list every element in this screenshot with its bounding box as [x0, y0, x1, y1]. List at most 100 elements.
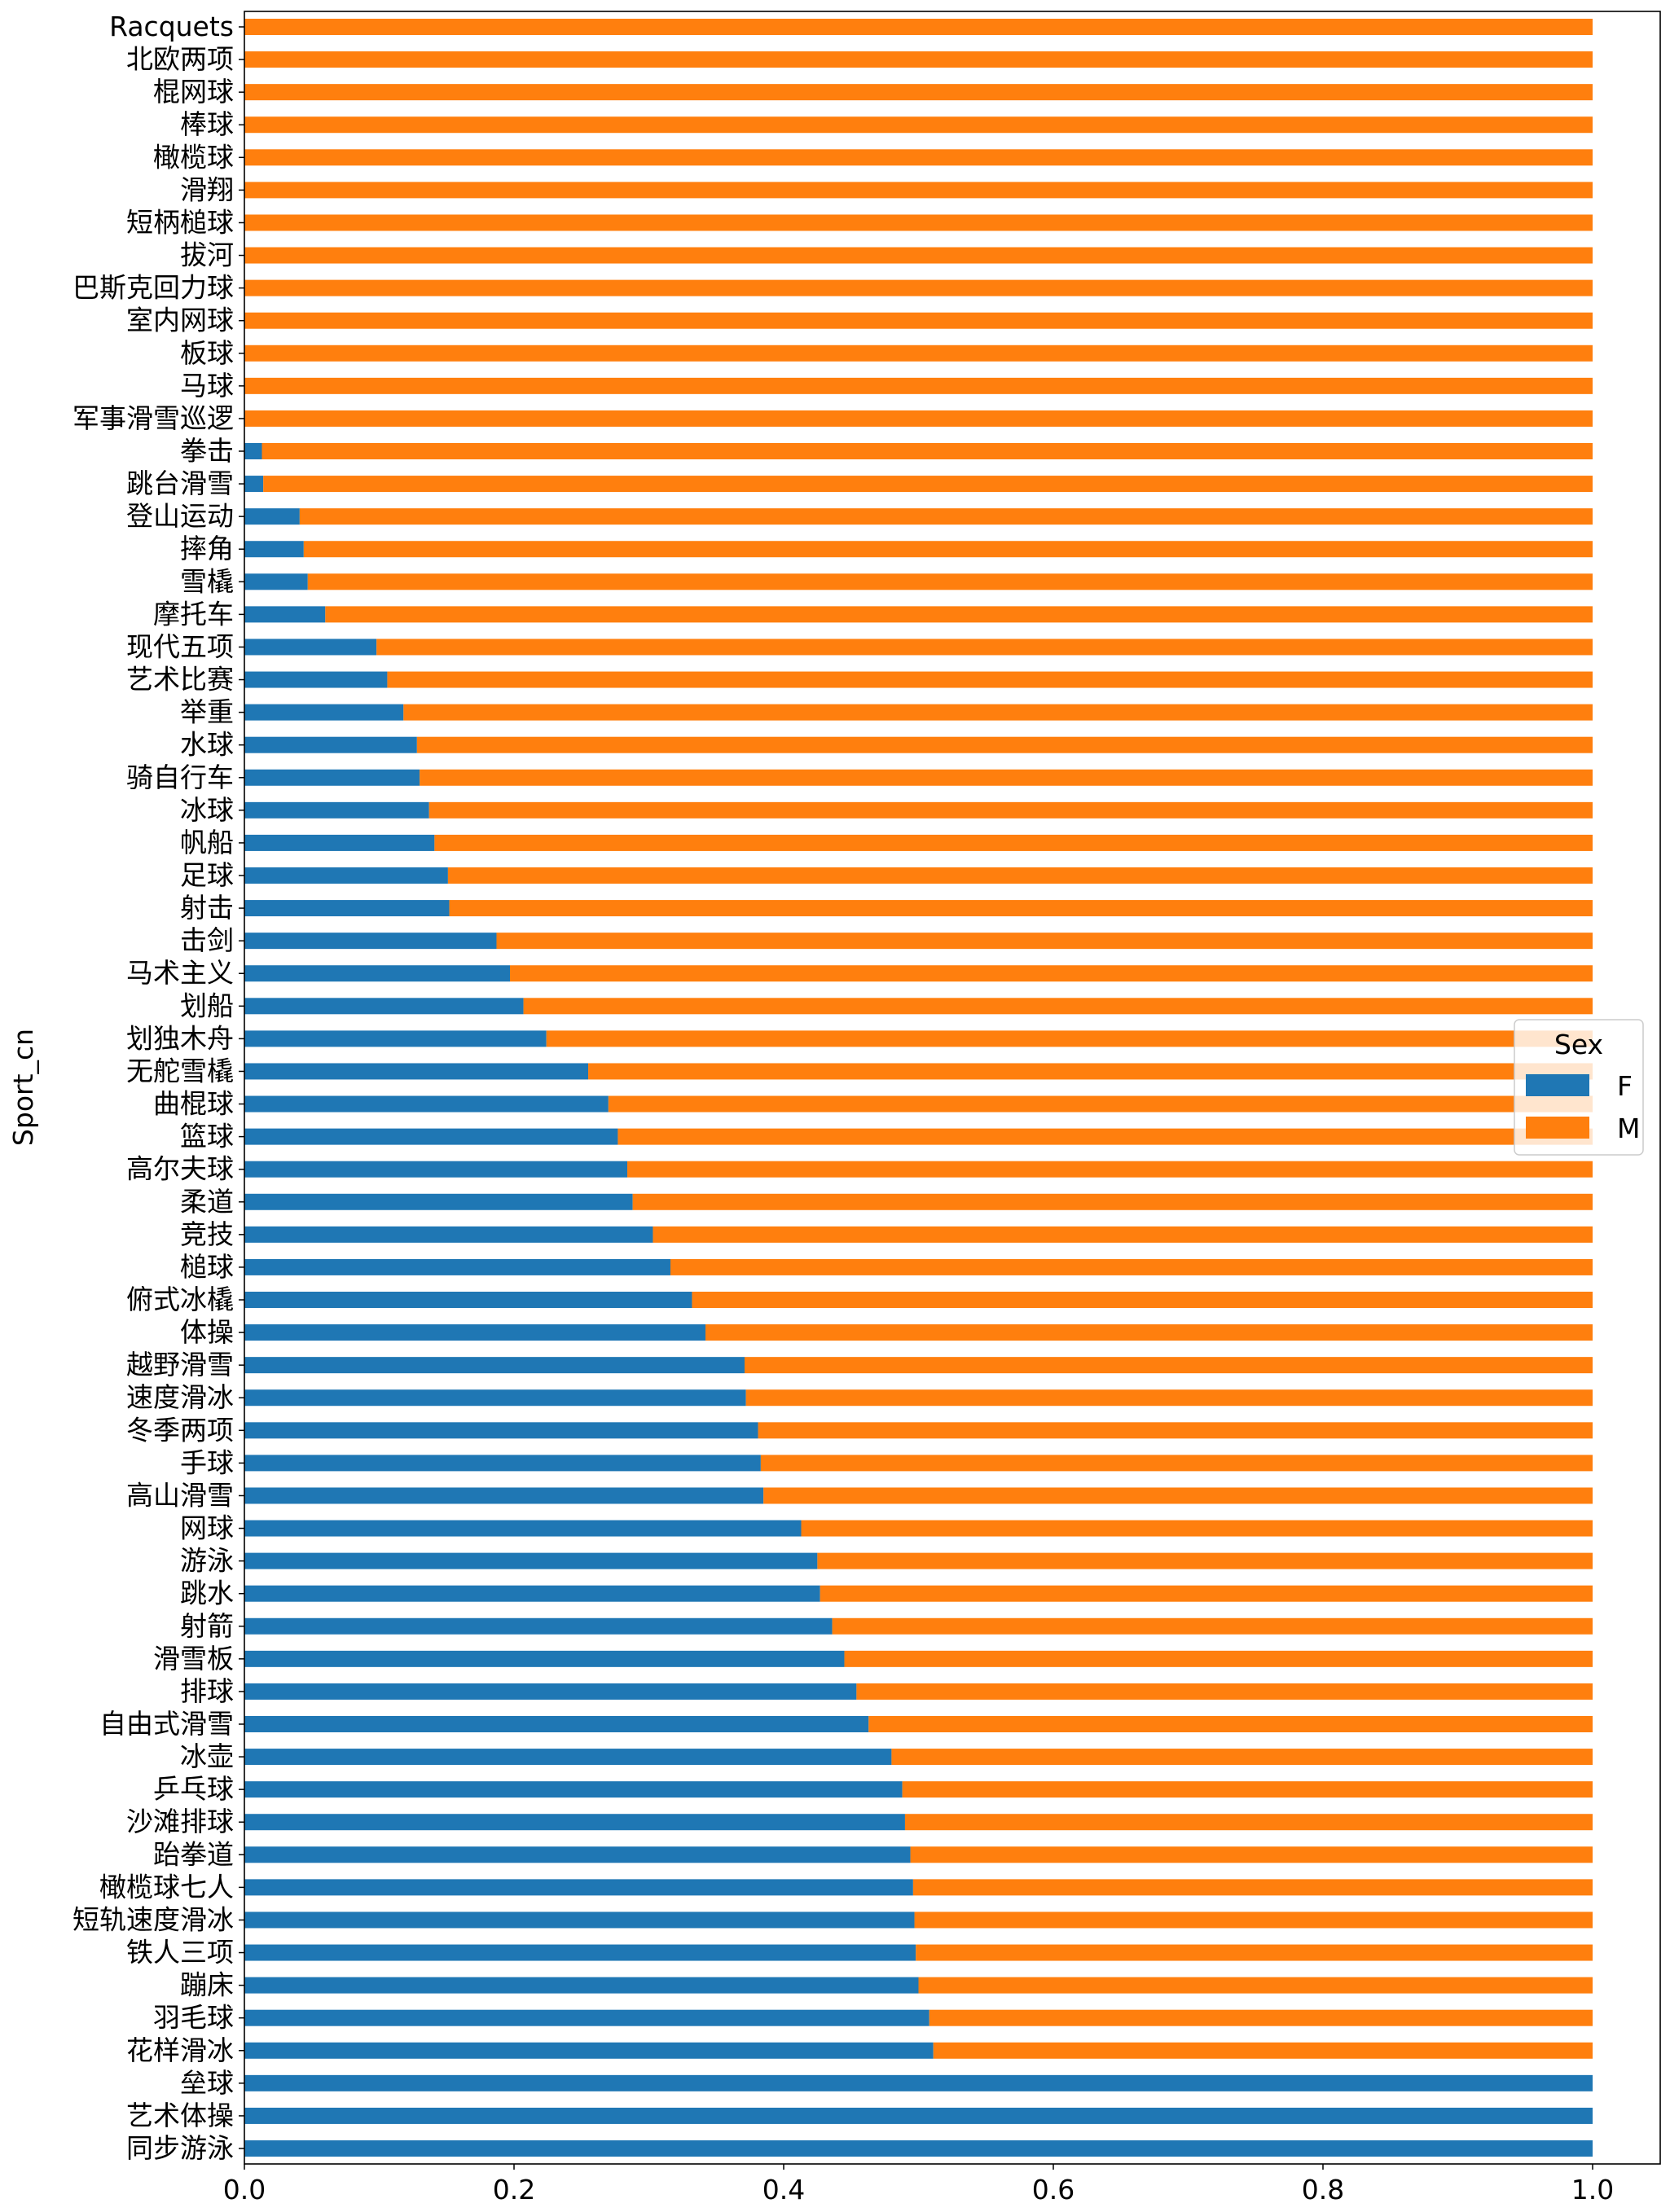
y-tick-label: 摔角 — [180, 533, 234, 564]
y-tick-label: 自由式滑雪 — [99, 1708, 234, 1740]
bar-f — [244, 508, 300, 525]
bar-f — [244, 1552, 818, 1569]
bars-group — [244, 19, 1593, 2157]
bar-m — [420, 769, 1593, 786]
y-tick-label: 室内网球 — [126, 305, 234, 336]
y-tick-label: 高山滑雪 — [126, 1479, 234, 1511]
bar-f — [244, 541, 304, 558]
bar-f — [244, 1846, 911, 1863]
bar-m — [745, 1389, 1593, 1407]
bar-m — [307, 573, 1593, 590]
bar-f — [244, 736, 417, 753]
y-tick-label: 跳台滑雪 — [126, 467, 234, 499]
bar-m — [912, 1879, 1593, 1896]
bar-f — [244, 1781, 903, 1798]
y-tick-label: 射击 — [180, 892, 234, 924]
bar-m — [403, 704, 1593, 721]
bar-m — [244, 377, 1593, 394]
bar-f — [244, 1226, 653, 1243]
bar-m — [608, 1095, 1593, 1113]
y-tick-label: 雪橇 — [180, 565, 234, 597]
bar-f — [244, 867, 448, 884]
y-tick-label: 竞技 — [180, 1218, 234, 1250]
x-tick-label: 0.0 — [223, 2174, 266, 2205]
bar-m — [763, 1487, 1593, 1504]
bar-m — [261, 443, 1593, 459]
y-tick-label: 冰球 — [180, 794, 234, 826]
y-tick-label: 越野滑雪 — [126, 1349, 234, 1380]
y-tick-label: 无舵雪橇 — [126, 1055, 234, 1086]
bar-m — [428, 801, 1593, 819]
y-tick-label: 跆拳道 — [153, 1838, 234, 1870]
y-tick-label: 网球 — [180, 1512, 234, 1544]
x-tick-label: 0.4 — [762, 2174, 805, 2205]
y-tick-label: 曲棍球 — [153, 1088, 234, 1120]
bar-f — [244, 639, 377, 656]
bar-m — [891, 1749, 1593, 1766]
bar-m — [929, 2009, 1593, 2026]
x-tick-label: 1.0 — [1571, 2174, 1614, 2205]
bar-m — [817, 1552, 1593, 1569]
bar-f — [244, 933, 497, 950]
bar-f — [244, 1683, 857, 1700]
bar-f — [244, 1324, 706, 1341]
bar-f — [244, 443, 262, 459]
bar-m — [244, 19, 1593, 35]
bar-m — [692, 1292, 1593, 1308]
y-tick-label: 速度滑冰 — [126, 1381, 234, 1413]
axes-frame — [244, 11, 1661, 2165]
y-tick-label: 艺术体操 — [126, 2100, 234, 2131]
y-tick-label: 拳击 — [180, 435, 234, 467]
bar-m — [523, 998, 1593, 1015]
bar-f — [244, 801, 429, 819]
y-tick-label: 游泳 — [180, 1545, 234, 1577]
bar-f — [244, 1911, 915, 1929]
bar-f — [244, 1389, 746, 1407]
y-tick-label: 板球 — [180, 337, 234, 369]
bar-m — [617, 1128, 1593, 1145]
y-tick-label: 体操 — [180, 1316, 234, 1348]
y-tick-label: 马球 — [180, 370, 234, 402]
bar-m — [244, 312, 1593, 329]
y-tick-label: 水球 — [180, 729, 234, 761]
x-tick-label: 0.2 — [493, 2174, 535, 2205]
y-tick-label: 手球 — [180, 1446, 234, 1478]
y-tick-label: 艺术比赛 — [126, 664, 234, 696]
bar-f — [244, 900, 450, 917]
y-tick-label: 巴斯克回力球 — [73, 272, 234, 304]
legend-label-m: M — [1617, 1113, 1640, 1144]
y-tick-label: 现代五项 — [126, 630, 234, 662]
y-tick-label: 排球 — [180, 1675, 234, 1707]
y-tick-label: 划独木舟 — [126, 1022, 234, 1054]
y-tick-label: 羽毛球 — [153, 2002, 234, 2034]
bar-f — [244, 476, 264, 493]
y-tick-label: 摩托车 — [153, 598, 234, 630]
bar-m — [918, 1977, 1593, 1994]
legend-swatch-m — [1526, 1117, 1589, 1139]
bar-m — [299, 508, 1593, 525]
bar-m — [303, 541, 1593, 558]
y-tick-label: 垒球 — [180, 2067, 234, 2099]
legend: Sex F M — [1514, 1019, 1644, 1156]
bar-m — [244, 182, 1593, 199]
y-tick-label: 射箭 — [180, 1610, 234, 1642]
bar-f — [244, 606, 326, 623]
y-tick-label: 跳水 — [180, 1578, 234, 1609]
bar-f — [244, 1977, 919, 1994]
y-tick-label: 同步游泳 — [126, 2132, 234, 2164]
bar-m — [244, 51, 1593, 68]
y-tick-label: 蹦床 — [180, 1969, 234, 2001]
y-tick-label: 柔道 — [180, 1186, 234, 1218]
bar-f — [244, 573, 308, 590]
y-tick-label: 俯式冰橇 — [126, 1284, 234, 1315]
bar-m — [387, 671, 1593, 688]
bar-m — [510, 965, 1593, 982]
bar-m — [244, 247, 1593, 264]
bar-m — [434, 834, 1593, 851]
bar-f — [244, 2074, 1593, 2091]
bar-m — [801, 1520, 1593, 1537]
bar-m — [546, 1030, 1593, 1047]
bar-f — [244, 1455, 761, 1472]
bar-f — [244, 769, 420, 786]
